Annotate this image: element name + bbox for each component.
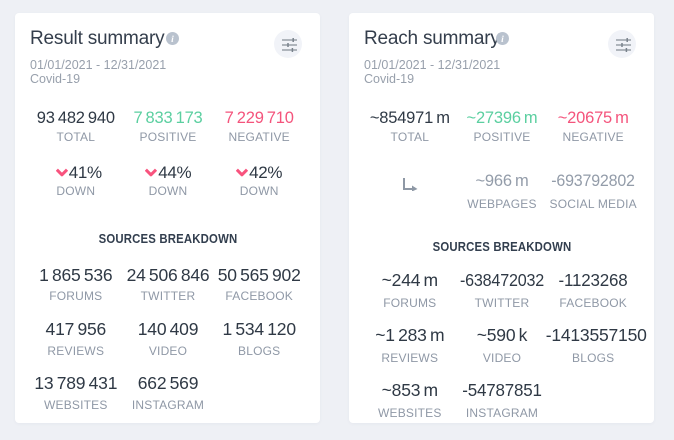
svg-text:i: i	[501, 35, 504, 45]
svg-text:i: i	[171, 35, 174, 45]
